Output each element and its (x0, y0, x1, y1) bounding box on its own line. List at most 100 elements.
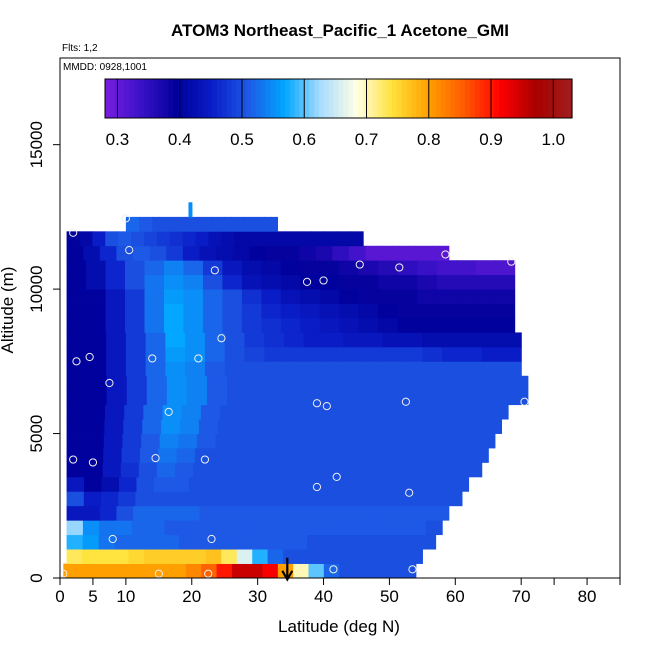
heatmap-cell (99, 505, 118, 521)
heatmap-cell (194, 448, 214, 463)
heatmap-cell (442, 361, 463, 377)
heatmap-cell (109, 563, 126, 579)
heatmap-cell (246, 520, 264, 536)
heatmap-cell (373, 462, 393, 478)
heatmap-cell (427, 390, 449, 406)
heatmap-cell (241, 260, 262, 276)
heatmap-cell (475, 318, 496, 333)
heatmap-cell (378, 448, 398, 463)
heatmap-cell (66, 505, 84, 521)
heatmap-cell (402, 346, 423, 362)
colorbar-tick-label: 0.6 (292, 130, 316, 149)
heatmap-cell (420, 433, 440, 449)
heatmap-cell (284, 346, 305, 362)
heatmap-cell (267, 375, 288, 391)
heatmap-cell (144, 260, 165, 276)
colorbar-swatch (270, 79, 276, 118)
heatmap-cell (360, 520, 378, 536)
heatmap-cell (125, 361, 147, 377)
heatmap-cell (144, 303, 165, 319)
heatmap-cell (343, 332, 364, 348)
heatmap-cell (339, 260, 360, 276)
heatmap-cell (312, 419, 332, 434)
heatmap-cell (419, 534, 437, 550)
heatmap-cell (186, 491, 205, 507)
colorbar-swatch (168, 79, 174, 118)
heatmap-cell (202, 289, 224, 304)
colorbar-swatch (343, 79, 349, 118)
colorbar-swatch (338, 79, 344, 118)
heatmap-cell (427, 462, 447, 478)
heatmap-cell (165, 346, 186, 362)
colorbar-frame (104, 78, 573, 119)
heatmap-cell (396, 448, 416, 463)
heatmap-cell (216, 245, 234, 261)
heatmap-cell (456, 303, 477, 319)
colorbar-swatch (255, 79, 262, 118)
heatmap-cell (103, 433, 124, 449)
heatmap-cell (247, 375, 268, 391)
heatmap-cell (324, 491, 343, 507)
heatmap-cell (422, 332, 443, 348)
heatmap-cell (401, 433, 421, 449)
heatmap-cell (415, 505, 433, 521)
heatmap-cell (244, 332, 265, 348)
heatmap-cell (125, 289, 146, 304)
heatmap-cell (66, 549, 83, 564)
heatmap-cell (265, 462, 284, 478)
heatmap-cell (125, 318, 146, 333)
heatmap-cell (350, 419, 370, 434)
heatmap-cell (315, 245, 334, 261)
colorbar-swatch (231, 79, 237, 118)
observation-marker (210, 266, 219, 275)
heatmap-cell (406, 419, 427, 434)
heatmap-cell (358, 303, 379, 319)
colorbar-swatch (143, 79, 150, 118)
observation-marker (322, 402, 331, 411)
heatmap-cell (131, 231, 145, 247)
colorbar-swatch (134, 79, 140, 118)
heatmap-cell (475, 303, 496, 319)
heatmap-cell (66, 448, 86, 463)
heatmap-cell (436, 274, 457, 290)
colorbar-swatch (119, 79, 126, 118)
heatmap-cell (106, 390, 128, 406)
heatmap-cell (221, 491, 240, 507)
heatmap-cell (139, 216, 147, 232)
heatmap-cell (257, 216, 265, 232)
heatmap-cell (208, 231, 222, 247)
heatmap-cell (66, 375, 88, 391)
heatmap-cell (272, 231, 287, 247)
heatmap-cell (236, 419, 257, 434)
colorbar-swatch (129, 79, 135, 118)
heatmap-cell (417, 274, 438, 290)
observation-marker (69, 228, 78, 237)
colorbar-swatch (177, 79, 184, 118)
heatmap-cell (264, 216, 272, 232)
heatmap-cell (398, 476, 417, 492)
heatmap-cell (345, 549, 362, 564)
heatmap-cell (224, 332, 246, 348)
heatmap-cell (171, 476, 190, 492)
heatmap-cell (136, 476, 155, 492)
heatmap-cell (66, 231, 81, 247)
heatmap-cell (461, 346, 483, 362)
heatmap-cell (149, 505, 167, 521)
colorbar-swatch (557, 79, 563, 118)
y-tick-label: 10000 (27, 265, 46, 312)
heatmap-cell (267, 549, 284, 564)
heatmap-cell (323, 448, 343, 463)
y-axis-label: Altitude (m) (0, 267, 17, 354)
heatmap-cell (300, 260, 321, 276)
heatmap-cell (166, 245, 184, 261)
heatmap-cell (319, 462, 338, 478)
colorbar-swatch (246, 79, 252, 118)
heatmap-cell (323, 534, 340, 550)
heatmap-cell (213, 448, 233, 463)
heatmap-cell (261, 260, 282, 276)
observation-marker (405, 488, 414, 497)
heatmap-cell (66, 346, 87, 362)
heatmap-cell (422, 361, 443, 377)
heatmap-cell (327, 390, 348, 406)
heatmap-cell (285, 231, 300, 247)
